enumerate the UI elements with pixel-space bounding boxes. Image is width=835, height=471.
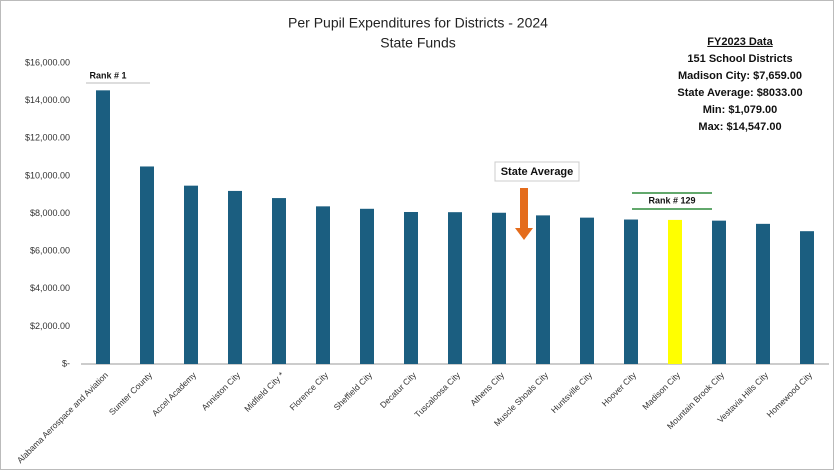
y-tick-label: $16,000.00 (25, 57, 70, 67)
y-tick-label: $14,000.00 (25, 95, 70, 105)
annotation-box (494, 161, 580, 182)
bar (184, 185, 198, 364)
bar (96, 90, 110, 364)
bar (800, 231, 814, 364)
annotation: State Average (501, 166, 574, 178)
bar (272, 198, 286, 364)
y-tick-label: $8,000.00 (30, 208, 70, 218)
bar (316, 206, 330, 364)
bar (360, 208, 374, 364)
y-tick-label: $4,000.00 (30, 283, 70, 293)
y-tick-label: $12,000.00 (25, 133, 70, 143)
info-text: State Average: $8033.00 (677, 87, 802, 99)
bar (492, 212, 506, 364)
annotation: Rank # 129 (648, 195, 695, 205)
bar (668, 219, 682, 364)
chart-subtitle: State Funds (380, 35, 456, 51)
bar (228, 190, 242, 364)
y-tick-label: $2,000.00 (30, 321, 70, 331)
bar (580, 217, 594, 364)
bar (756, 223, 770, 364)
y-tick-label: $6,000.00 (30, 246, 70, 256)
info-text: Madison City: $7,659.00 (678, 70, 802, 82)
info-text: Min: $1,079.00 (703, 104, 778, 116)
bar (712, 220, 726, 364)
bar (536, 215, 550, 364)
chart-title: Per Pupil Expenditures for Districts - 2… (288, 15, 548, 31)
bar (448, 212, 462, 364)
y-tick-label: $- (62, 358, 70, 368)
bar (140, 166, 154, 364)
annotation: Rank # 1 (89, 70, 126, 80)
y-tick-label: $10,000.00 (25, 170, 70, 180)
bar (404, 211, 418, 364)
arrow (515, 188, 533, 240)
info-text: Max: $14,547.00 (698, 121, 781, 133)
info-text: 151 School Districts (687, 53, 792, 65)
info-text: FY2023 Data (707, 36, 773, 48)
bar (624, 219, 638, 364)
